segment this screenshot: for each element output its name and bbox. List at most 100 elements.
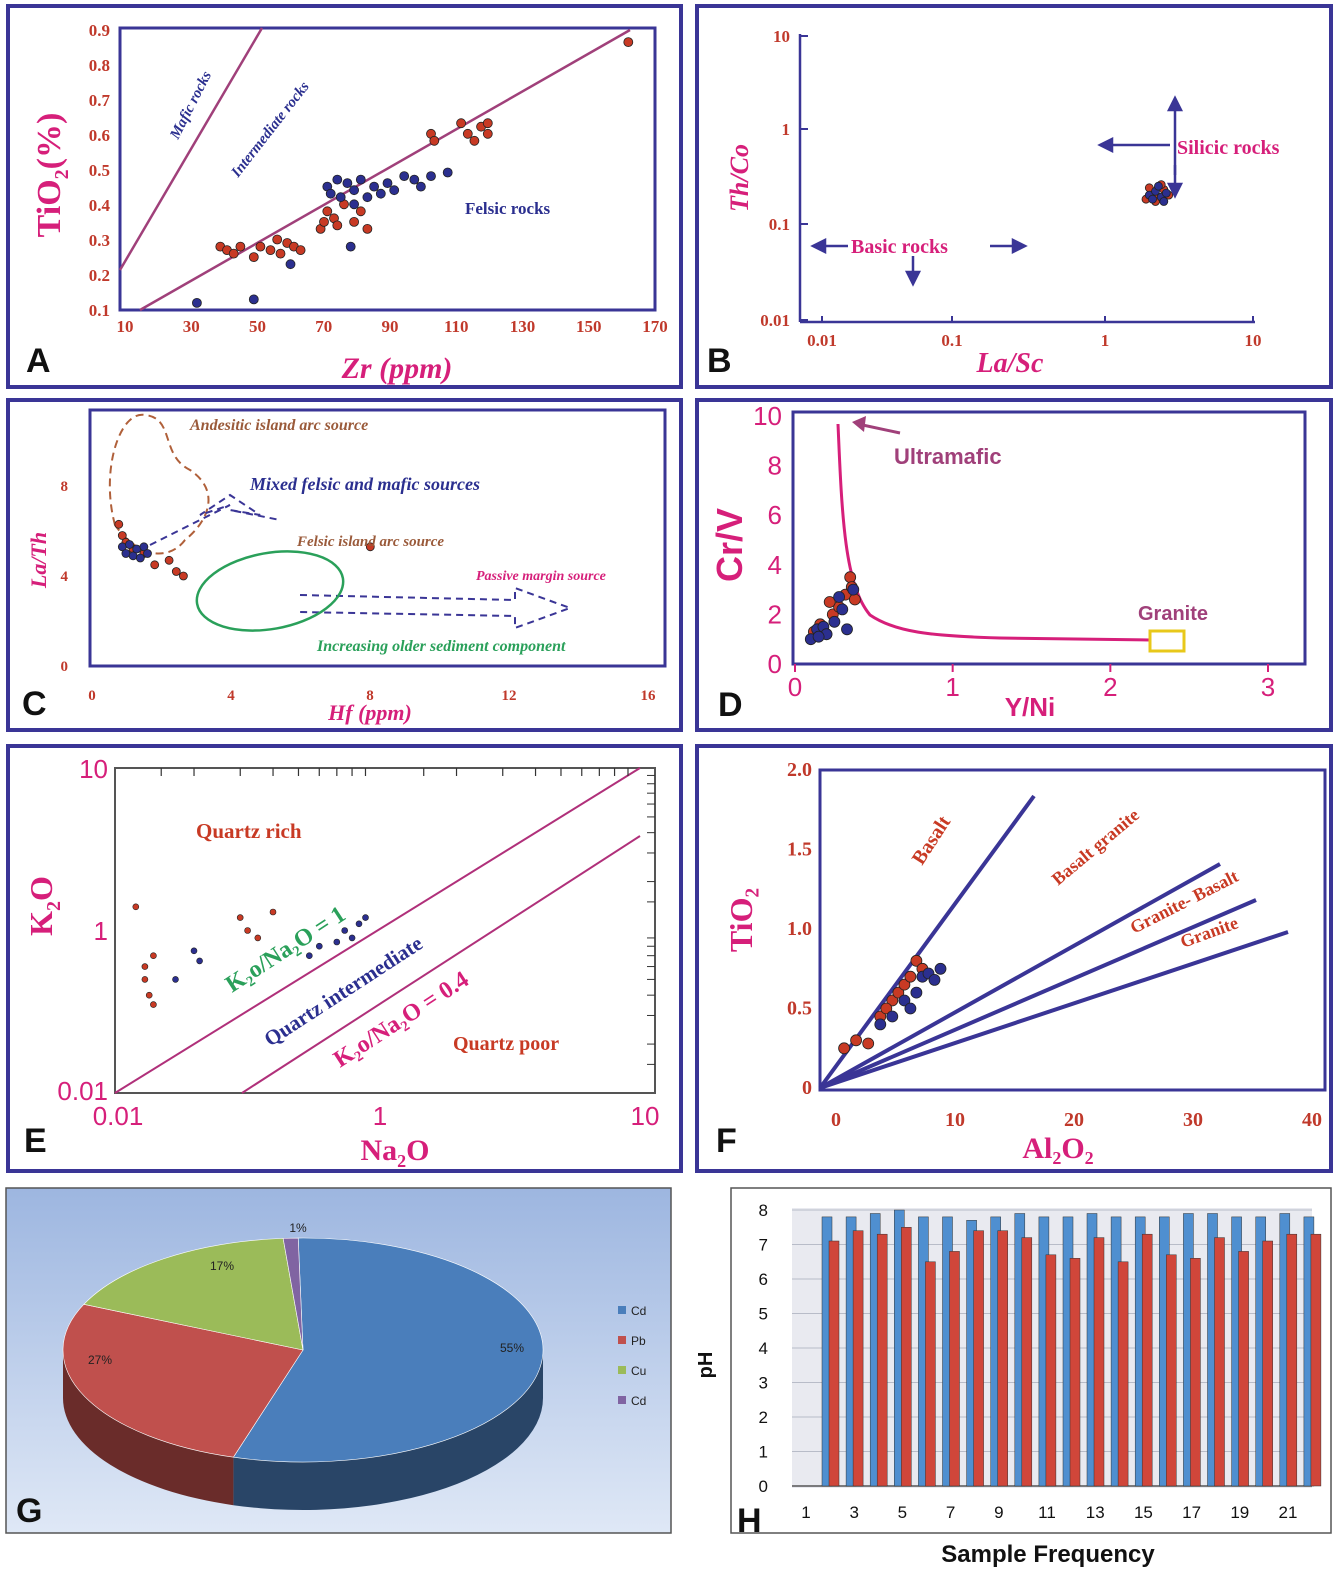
x-tick-label: 5 (898, 1503, 907, 1522)
panel-a-points (191, 37, 634, 308)
panel-b-points (1141, 180, 1174, 206)
panel-c-frame (6, 398, 683, 732)
panel-b-label-silicic: Silicic rocks (1177, 137, 1280, 159)
panel-d-label-granite: Granite (1138, 603, 1208, 625)
panel-e-ratio1-line (114, 767, 641, 1094)
x-tick-label: 9 (994, 1503, 1003, 1522)
panel-d-ultramafic-arrowhead (852, 416, 866, 432)
y-tick-label: 1 (759, 1443, 768, 1462)
data-point (365, 542, 375, 552)
pie-slice (282, 1237, 304, 1351)
panel-c-older-ellipse (195, 550, 345, 632)
data-point (382, 178, 393, 189)
y-tick-label: 6 (768, 500, 782, 530)
data-point (828, 615, 841, 628)
panel-a-y-ticks: 0.1 0.2 0.3 0.4 0.5 0.6 0.7 0.8 0.9 (89, 21, 111, 320)
panel-d-x-ticks: 0 1 2 3 (788, 664, 1275, 702)
panel-h-letter: H (737, 1502, 762, 1540)
data-point (332, 220, 343, 231)
data-point (150, 952, 157, 960)
data-point (849, 593, 861, 606)
data-point (355, 206, 366, 217)
data-point (132, 544, 142, 554)
data-point (362, 914, 369, 921)
y-tick-label: 0.4 (89, 196, 111, 215)
x-tick-label: 70 (315, 317, 332, 336)
data-point (892, 986, 905, 999)
y-tick-label: 0 (759, 1477, 768, 1496)
panel-c-label-older: Increasing older sediment component (316, 638, 566, 655)
data-point (345, 241, 356, 252)
pie-label: 55% (500, 1341, 524, 1355)
data-point (255, 241, 266, 252)
data-point (409, 174, 420, 185)
data-point (285, 259, 296, 270)
panel-d-letter: D (718, 686, 743, 724)
data-point (833, 591, 845, 603)
data-point (164, 555, 174, 565)
pie-label: 27% (88, 1353, 112, 1367)
panel-e-xlabel: Na2O (360, 1134, 429, 1171)
bar (1021, 1237, 1033, 1487)
data-point (362, 192, 373, 203)
panel-h-xlabel: Sample Frequency (941, 1541, 1155, 1568)
x-tick-label: 1 (801, 1503, 810, 1522)
data-point (135, 553, 145, 563)
panel-d-granite-box (1148, 629, 1186, 653)
bar (997, 1230, 1008, 1487)
y-tick-label: 10 (753, 401, 782, 431)
bar (973, 1230, 984, 1487)
data-point (141, 976, 149, 983)
x-tick-label: 1 (1101, 331, 1110, 350)
legend-label: Pb (631, 1334, 646, 1348)
panel-e-frame (6, 744, 683, 1173)
data-point (910, 954, 923, 967)
data-point (415, 181, 426, 192)
bar (1286, 1233, 1298, 1487)
data-point (1159, 197, 1169, 206)
x-tick-label: 10 (1245, 331, 1262, 350)
y-tick-label: 0 (61, 659, 69, 675)
data-point (171, 567, 181, 576)
y-tick-label: 1.5 (787, 839, 812, 861)
data-point (934, 962, 947, 975)
pie-slice (232, 1237, 544, 1463)
panel-c-mixed-arrow (149, 493, 281, 546)
panel-c-label-felsic-arc: Felsic island arc source (296, 534, 444, 550)
bar (1238, 1251, 1249, 1487)
data-point (172, 976, 179, 983)
x-tick-label: 13 (1086, 1503, 1105, 1522)
data-point (269, 908, 277, 916)
data-point (898, 978, 911, 991)
data-point (482, 118, 493, 129)
data-point (886, 1010, 899, 1023)
data-point (254, 934, 262, 942)
data-point (355, 920, 363, 928)
panel-e-letter: E (24, 1122, 47, 1160)
data-point (139, 542, 149, 552)
data-point (265, 245, 276, 256)
data-point (150, 560, 160, 570)
x-tick-label: 1 (373, 1101, 387, 1131)
y-tick-label: 0.5 (787, 998, 812, 1020)
x-tick-label: 3 (849, 1503, 858, 1522)
bar (925, 1261, 936, 1487)
data-point (248, 252, 259, 263)
x-tick-label: 0 (831, 1109, 841, 1131)
data-point (1154, 181, 1163, 191)
panel-a-felsic-line (139, 28, 631, 312)
data-point (341, 927, 349, 934)
panel-c: Andesitic island arc source Mixed felsic… (6, 398, 683, 732)
legend-label: Cu (631, 1364, 646, 1378)
panel-e-ratio04-line (241, 835, 641, 1094)
panel-f: Basalt Basalt granite Granite- Basalt Gr… (695, 744, 1333, 1173)
panel-a-label-mafic: Mafic rocks (167, 69, 215, 143)
legend-label: Cd (631, 1304, 646, 1318)
bar (1141, 1233, 1153, 1487)
panel-c-label-mixed: Mixed felsic and mafic sources (249, 474, 480, 494)
bar (876, 1233, 888, 1487)
data-point (117, 531, 127, 540)
data-point (389, 185, 400, 196)
data-point (178, 571, 188, 581)
